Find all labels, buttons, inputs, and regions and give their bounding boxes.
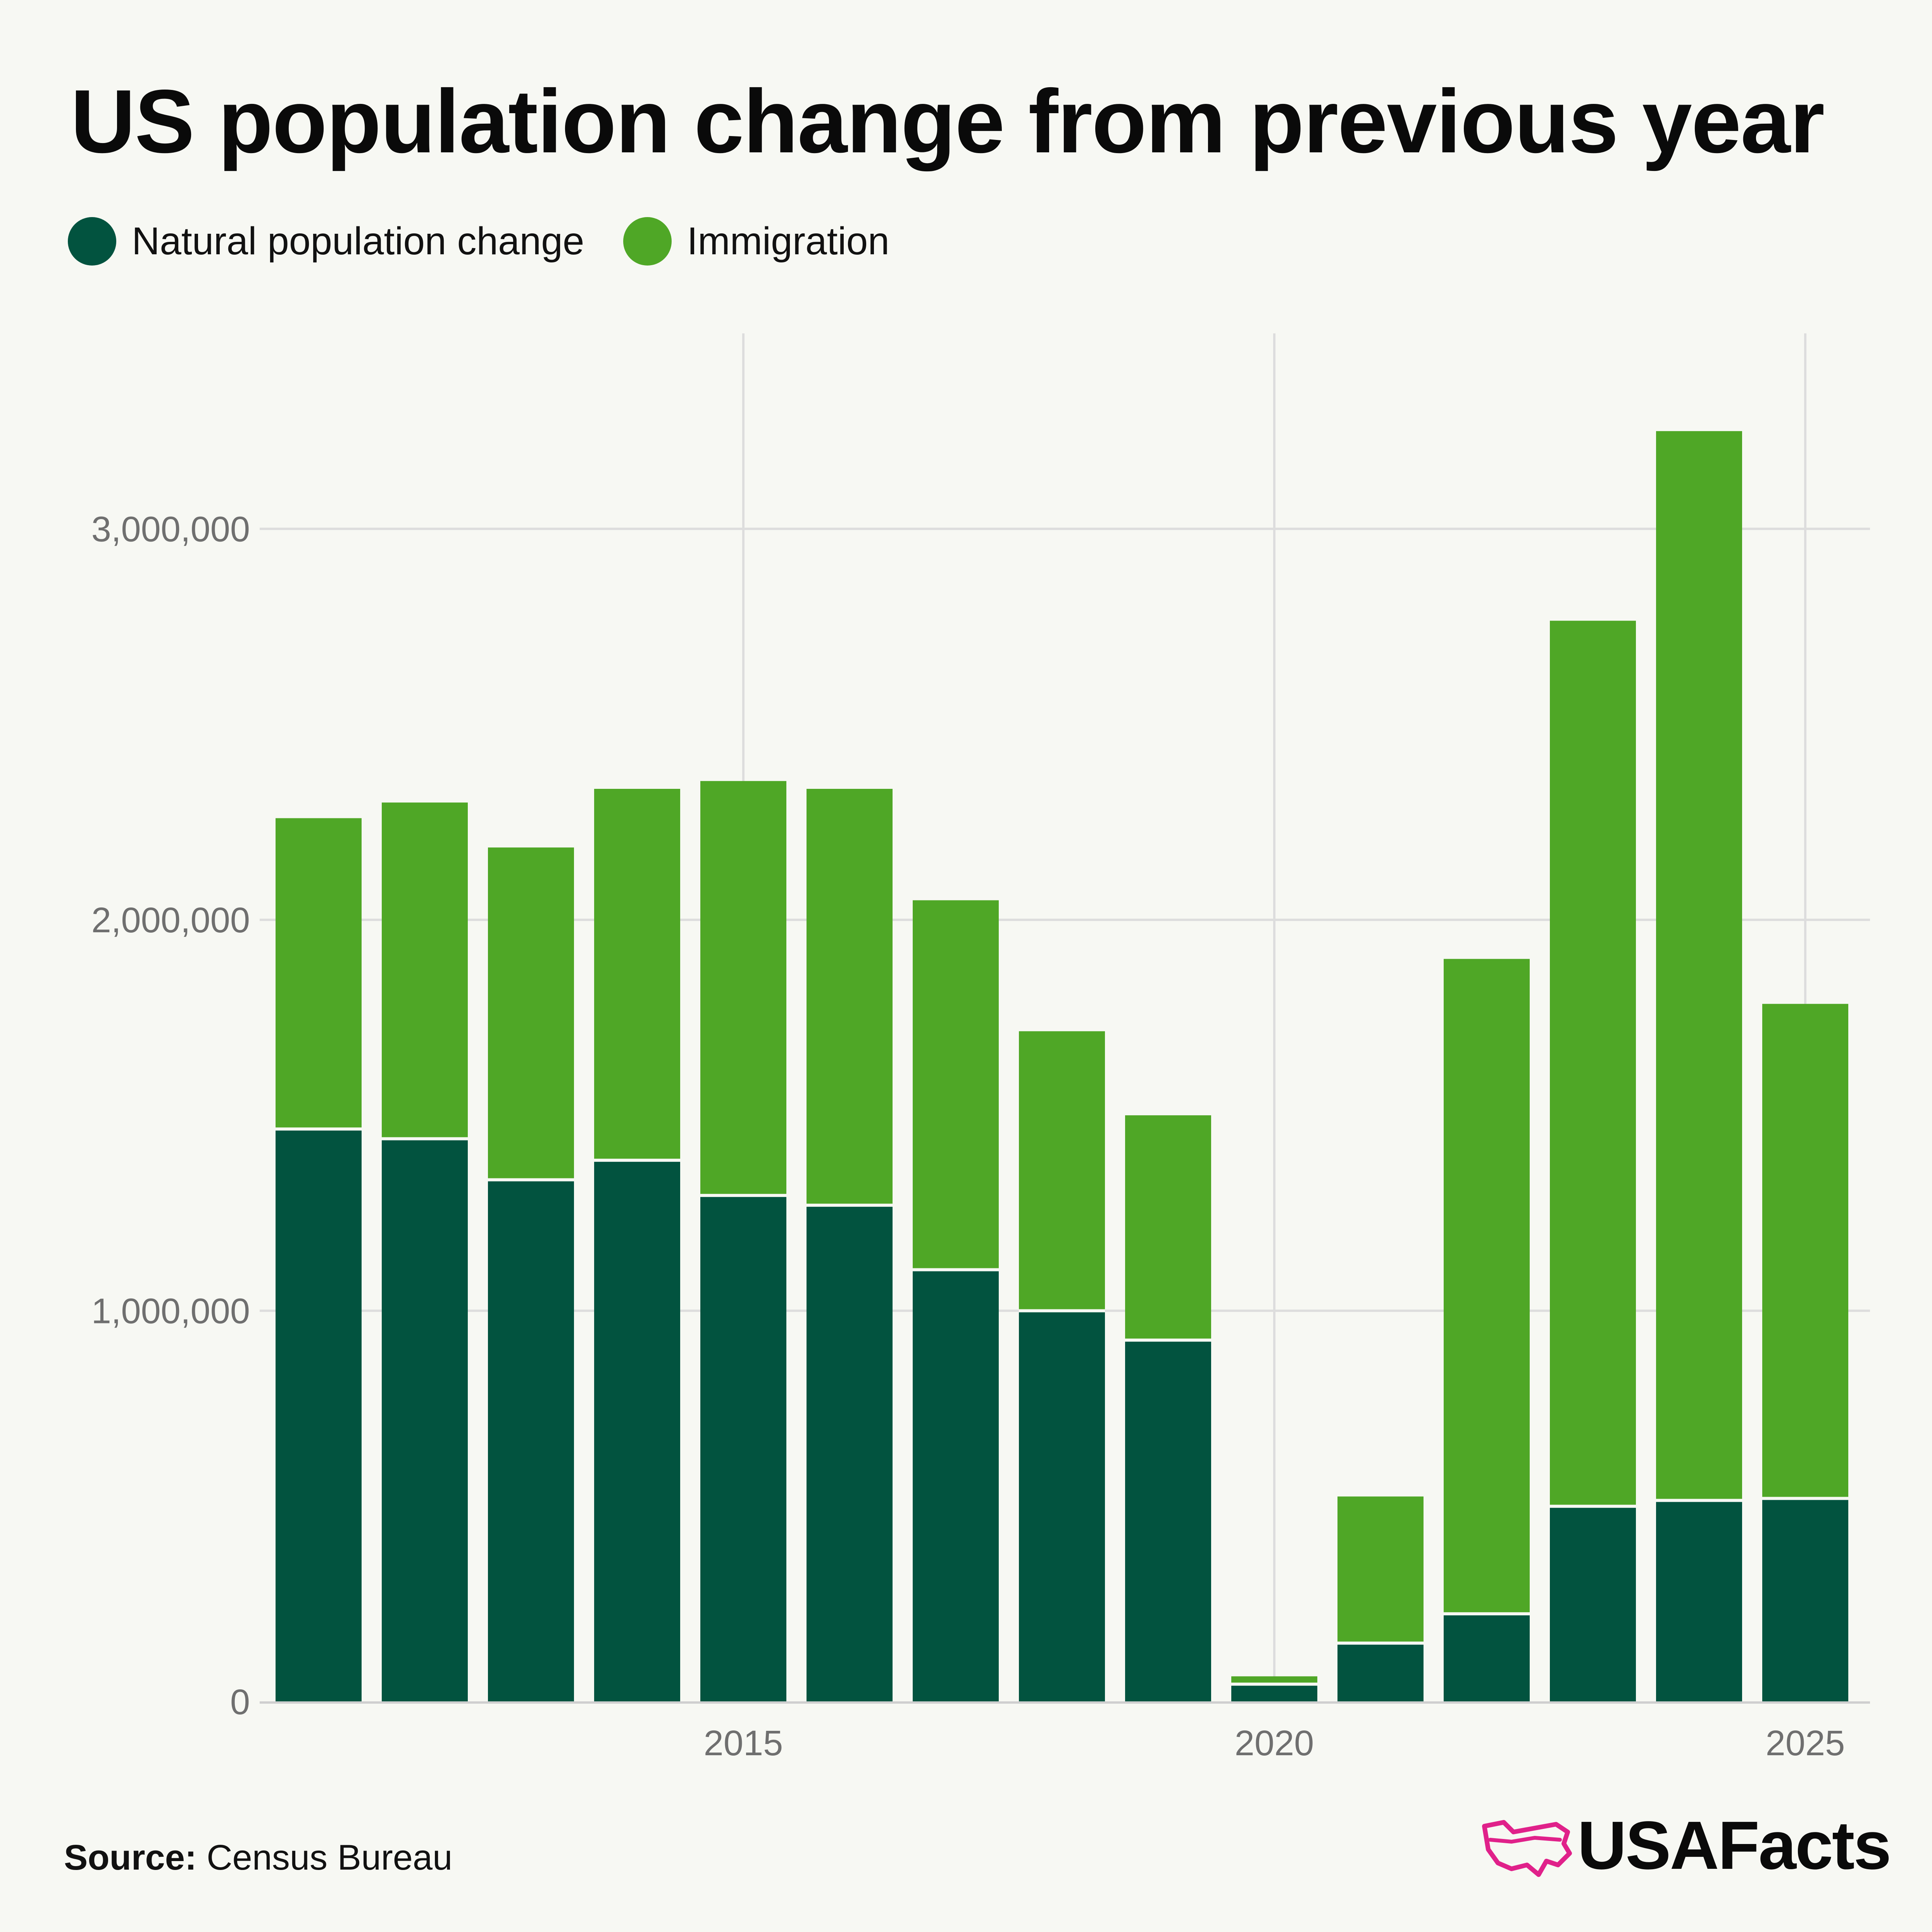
y-tick-label: 0 (230, 1682, 250, 1722)
legend-label-immigration: Immigration (687, 219, 889, 263)
bar-immigration-2023 (1550, 621, 1636, 1506)
bar-immigration-2018 (1019, 1031, 1105, 1311)
legend-label-natural: Natural population change (132, 219, 584, 263)
chart-title: US population change from previous year (71, 71, 1825, 172)
bar-natural-2022 (1444, 1614, 1530, 1702)
bar-natural-2012 (382, 1138, 468, 1702)
bar-natural-2014 (594, 1160, 680, 1702)
bar-immigration-2011 (276, 818, 362, 1129)
y-tick-label: 2,000,000 (91, 900, 250, 940)
bar-natural-2011 (276, 1129, 362, 1702)
bar-immigration-2021 (1337, 1496, 1424, 1643)
bar-natural-2020 (1231, 1684, 1317, 1702)
bar-immigration-2025 (1762, 1004, 1848, 1499)
bar-natural-2013 (488, 1180, 574, 1702)
bar-natural-2017 (913, 1270, 999, 1702)
bar-natural-2024 (1656, 1500, 1742, 1702)
y-tick-label: 1,000,000 (91, 1291, 250, 1331)
usa-map-icon (1482, 1820, 1572, 1877)
bar-immigration-2016 (807, 788, 893, 1206)
bar-immigration-2019 (1125, 1115, 1211, 1340)
bar-immigration-2015 (700, 781, 786, 1195)
x-tick-label: 2025 (1766, 1723, 1845, 1763)
source-note: Source: Census Bureau (64, 1837, 452, 1878)
bar-natural-2019 (1125, 1340, 1211, 1702)
brand-logo: USAFacts (1477, 1806, 1891, 1885)
bars (276, 431, 1848, 1702)
bar-immigration-2024 (1656, 431, 1742, 1501)
bar-immigration-2022 (1444, 959, 1530, 1614)
legend-swatch-natural (68, 217, 116, 266)
bar-immigration-2017 (913, 900, 999, 1270)
brand-name: USAFacts (1577, 1808, 1891, 1884)
bar-immigration-2014 (594, 788, 680, 1161)
bar-natural-2025 (1762, 1498, 1848, 1702)
legend-item-immigration: Immigration (623, 217, 889, 266)
legend-swatch-immigration (623, 217, 672, 266)
source-prefix: Source: (64, 1838, 197, 1877)
bar-natural-2023 (1550, 1506, 1636, 1702)
bar-natural-2016 (807, 1205, 893, 1702)
bar-immigration-2020 (1231, 1676, 1317, 1684)
bar-natural-2015 (700, 1195, 786, 1702)
x-tick-label: 2015 (704, 1723, 783, 1763)
source-text: Census Bureau (207, 1838, 453, 1877)
x-tick-label: 2020 (1235, 1723, 1314, 1763)
bar-immigration-2012 (382, 802, 468, 1139)
bar-immigration-2013 (488, 847, 574, 1180)
y-tick-label: 3,000,000 (91, 509, 250, 549)
axes: 0 1,000,000 2,000,000 3,000,000 2015 2020 2025 (91, 509, 1870, 1763)
legend-item-natural: Natural population change (68, 217, 584, 266)
bar-natural-2021 (1337, 1643, 1424, 1702)
legend: Natural population change Immigration (68, 217, 928, 266)
bar-natural-2018 (1019, 1311, 1105, 1702)
